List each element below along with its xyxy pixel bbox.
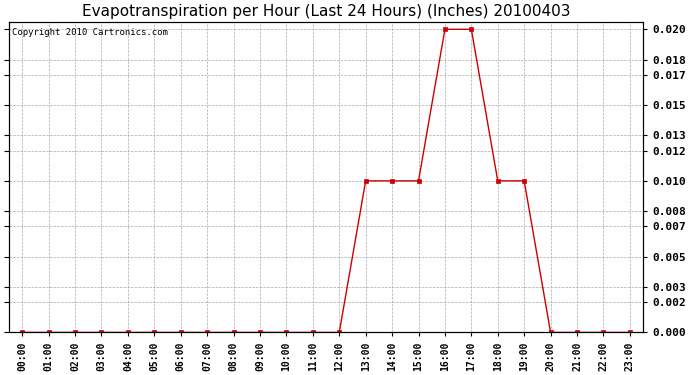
Text: Copyright 2010 Cartronics.com: Copyright 2010 Cartronics.com <box>12 28 168 37</box>
Title: Evapotranspiration per Hour (Last 24 Hours) (Inches) 20100403: Evapotranspiration per Hour (Last 24 Hou… <box>82 4 571 19</box>
